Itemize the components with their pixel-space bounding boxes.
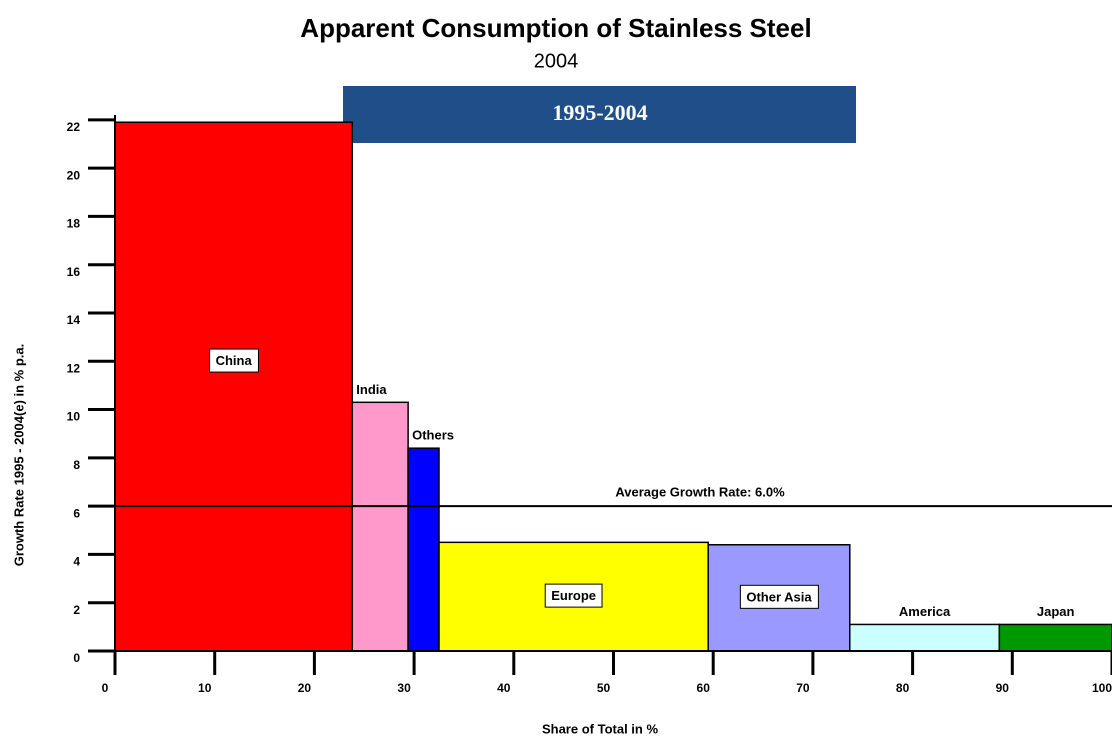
- bar: [407, 447, 440, 652]
- bar-label-box: [739, 584, 819, 609]
- y-tick-label: 2: [73, 603, 80, 617]
- bar-label-box: [544, 583, 603, 608]
- x-tick-label: 60: [697, 681, 711, 695]
- x-tick-label: 40: [497, 681, 511, 695]
- average-label: Average Growth Rate: 6.0%: [615, 485, 785, 500]
- bar-label-box: [209, 348, 259, 373]
- bar-label: Other Asia: [746, 589, 812, 604]
- y-tick-label: 4: [73, 555, 80, 569]
- y-tick-label: 14: [67, 313, 81, 327]
- bar-label: Others: [412, 428, 454, 443]
- x-tick-label: 30: [397, 681, 411, 695]
- x-tick-label: 80: [896, 681, 910, 695]
- bar-label: Japan: [1037, 604, 1075, 619]
- y-tick-label: 20: [67, 168, 81, 182]
- y-tick-label: 10: [67, 410, 81, 424]
- chart-subtitle: 2004: [534, 50, 579, 72]
- x-axis-label: Share of Total in %: [542, 721, 658, 736]
- y-tick-label: 12: [67, 361, 81, 375]
- bar-label: India: [356, 382, 387, 397]
- y-tick-label: 18: [67, 217, 81, 231]
- x-tick-label: 50: [597, 681, 611, 695]
- bar-label: Europe: [551, 588, 596, 603]
- annotation-box: [343, 86, 856, 143]
- bar-label: America: [899, 604, 951, 619]
- x-tick-label: 10: [198, 681, 212, 695]
- x-tick-label: 0: [102, 681, 109, 695]
- y-tick-label: 8: [73, 458, 80, 472]
- y-tick-label: 16: [67, 265, 81, 279]
- bar: [114, 121, 354, 652]
- annotation: 1995-2004: [552, 100, 647, 125]
- bar: [351, 401, 409, 652]
- x-tick-label: 70: [796, 681, 810, 695]
- y-tick-label: 22: [67, 120, 81, 134]
- x-tick-label: 20: [298, 681, 312, 695]
- y-tick-label: 0: [73, 651, 80, 665]
- bar-label: China: [216, 353, 253, 368]
- bar: [849, 623, 1001, 652]
- bar: [998, 623, 1112, 652]
- y-tick-label: 6: [73, 506, 80, 520]
- y-axis-label: Growth Rate 1995 - 2004(e) in % p.a.: [11, 344, 26, 567]
- chart-title: Apparent Consumption of Stainless Steel: [300, 13, 811, 43]
- x-tick-label: 100: [1092, 681, 1112, 695]
- x-tick-label: 90: [996, 681, 1010, 695]
